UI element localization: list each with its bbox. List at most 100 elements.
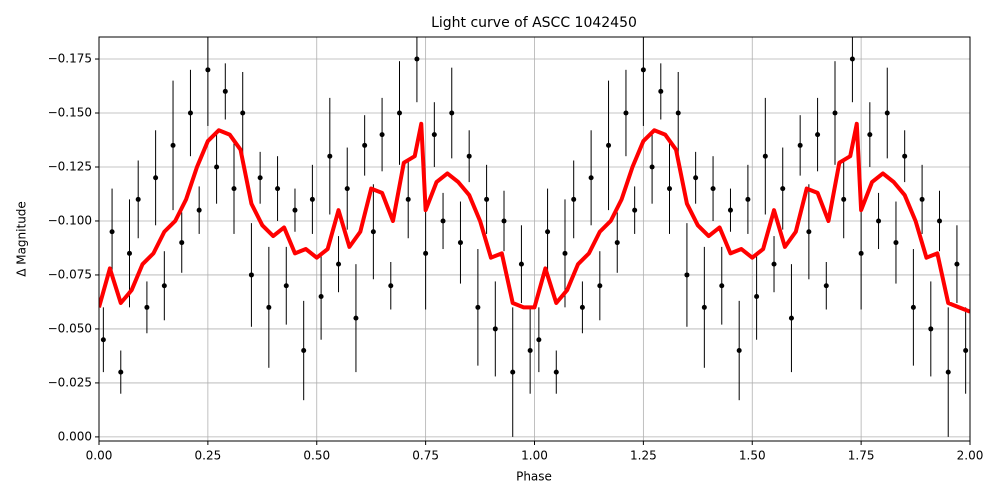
data-point — [431, 132, 437, 138]
data-point — [571, 196, 577, 202]
data-point — [362, 142, 368, 148]
data-point — [588, 175, 594, 181]
data-point — [919, 196, 925, 202]
data-point — [806, 229, 812, 235]
data-point — [423, 250, 429, 256]
data-point — [144, 304, 150, 310]
data-point — [945, 369, 951, 375]
data-point — [606, 142, 612, 148]
data-point — [745, 196, 751, 202]
data-point — [161, 283, 167, 289]
x-tick-label: 0.75 — [412, 449, 439, 463]
data-point — [179, 240, 185, 246]
data-point — [240, 110, 246, 116]
data-point — [963, 348, 969, 354]
data-point — [353, 315, 359, 321]
x-tick-label: 0.50 — [303, 449, 330, 463]
data-point — [623, 110, 629, 116]
data-point — [457, 240, 463, 246]
data-point — [597, 283, 603, 289]
data-point — [466, 153, 472, 159]
data-point — [405, 196, 411, 202]
data-point — [788, 315, 794, 321]
data-point — [344, 186, 350, 192]
data-point — [484, 196, 490, 202]
data-point — [510, 369, 516, 375]
data-point — [222, 88, 228, 94]
data-point — [667, 186, 673, 192]
data-point — [414, 56, 420, 62]
data-point — [632, 207, 638, 213]
data-point — [248, 272, 254, 278]
data-point — [266, 304, 272, 310]
y-tick-label: −0.025 — [48, 375, 92, 389]
data-point — [876, 218, 882, 224]
data-point — [440, 218, 446, 224]
data-point — [727, 207, 733, 213]
data-point — [780, 186, 786, 192]
data-point — [370, 229, 376, 235]
data-point — [553, 369, 559, 375]
data-point — [527, 348, 533, 354]
plot-area — [99, 37, 970, 437]
data-point — [893, 240, 899, 246]
data-point — [754, 294, 760, 300]
data-point — [292, 207, 298, 213]
data-point — [858, 250, 864, 256]
data-point — [684, 272, 690, 278]
data-point — [492, 326, 498, 332]
x-tick-label: 0.00 — [86, 449, 113, 463]
data-point — [327, 153, 333, 159]
data-point — [196, 207, 202, 213]
data-point — [336, 261, 342, 267]
x-axis-label: Phase — [516, 470, 552, 484]
data-point — [109, 229, 115, 235]
data-point — [954, 261, 960, 267]
data-point — [135, 196, 141, 202]
data-point — [205, 67, 211, 73]
data-point — [762, 153, 768, 159]
data-point — [937, 218, 943, 224]
data-point — [658, 88, 664, 94]
data-point — [388, 283, 394, 289]
x-tick-label: 0.25 — [195, 449, 222, 463]
data-point — [170, 142, 176, 148]
data-point — [100, 337, 106, 343]
data-point — [849, 56, 855, 62]
x-tick-label: 1.75 — [848, 449, 875, 463]
data-point — [379, 132, 385, 138]
data-point — [884, 110, 890, 116]
data-point — [187, 110, 193, 116]
data-point — [771, 261, 777, 267]
x-tick-label: 1.25 — [630, 449, 657, 463]
data-point — [614, 240, 620, 246]
data-point — [501, 218, 507, 224]
data-point — [719, 283, 725, 289]
data-point — [562, 250, 568, 256]
y-tick-label: −0.050 — [48, 321, 92, 335]
data-point — [736, 348, 742, 354]
data-point — [815, 132, 821, 138]
data-point — [823, 283, 829, 289]
data-point — [214, 164, 220, 170]
data-point — [449, 110, 455, 116]
x-tick-label: 1.50 — [739, 449, 766, 463]
y-tick-label: −0.125 — [48, 159, 92, 173]
y-tick-label: −0.150 — [48, 106, 92, 120]
data-point — [693, 175, 699, 181]
data-point — [126, 250, 132, 256]
y-tick-label: −0.100 — [48, 213, 92, 227]
data-point — [928, 326, 934, 332]
data-point — [701, 304, 707, 310]
y-tick-label: −0.075 — [48, 267, 92, 281]
data-point — [649, 164, 655, 170]
chart-title: Light curve of ASCC 1042450 — [431, 15, 637, 31]
data-point — [257, 175, 263, 181]
data-point — [640, 67, 646, 73]
plot-frame — [98, 36, 971, 442]
x-tick-label: 1.00 — [521, 449, 548, 463]
data-point — [396, 110, 402, 116]
data-point — [910, 304, 916, 310]
